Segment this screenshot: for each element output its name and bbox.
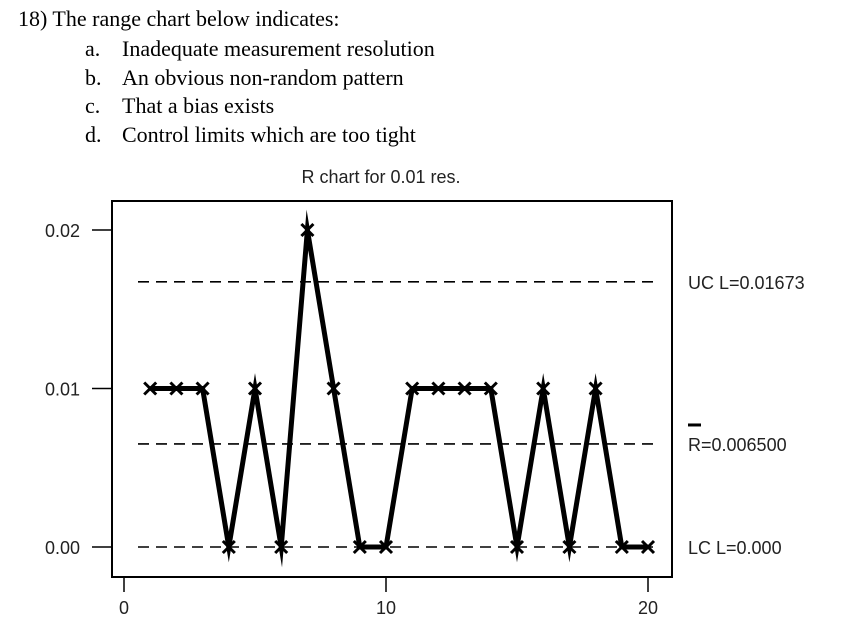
data-point-marker	[378, 539, 394, 555]
data-point-marker	[562, 539, 577, 555]
series-line	[150, 209, 648, 568]
data-point-marker	[169, 381, 184, 396]
data-point-marker	[509, 539, 525, 555]
question-stem: 18) The range chart below indicates:	[18, 6, 340, 31]
data-point-marker	[352, 539, 367, 555]
x-tick-label: 0	[119, 598, 129, 618]
data-point-marker	[614, 539, 629, 555]
data-point-marker	[143, 381, 158, 396]
data-point-marker	[640, 539, 656, 555]
option-letter: c.	[85, 93, 101, 118]
option-letter: a.	[85, 36, 101, 61]
y-tick-label: 0.02	[45, 221, 80, 241]
y-axis: 0.00 0.01 0.02	[45, 221, 112, 558]
chart-title: R chart for 0.01 res.	[301, 167, 460, 187]
control-lines: UC L=0.01673 R=0.006500 LC L=0.000	[138, 273, 805, 558]
y-tick-label: 0.01	[45, 380, 80, 400]
option-text: An obvious non-random pattern	[122, 65, 404, 90]
option-text: Control limits which are too tight	[122, 122, 416, 147]
option-text: Inadequate measurement resolution	[122, 36, 435, 61]
control-label-lcl: LC L=0.000	[688, 538, 782, 558]
data-point-marker	[326, 381, 341, 396]
option-letter: b.	[85, 65, 102, 90]
data-point-marker	[247, 381, 263, 396]
data-point-marker	[405, 381, 420, 396]
data-point-marker	[483, 381, 498, 396]
data-point-marker	[274, 539, 289, 555]
data-point-marker	[300, 222, 315, 238]
range-series	[143, 209, 656, 568]
data-point-marker	[431, 381, 446, 396]
x-tick-label: 20	[638, 598, 658, 618]
data-point-marker	[536, 381, 551, 396]
option-text: That a bias exists	[122, 93, 275, 118]
data-point-marker	[588, 381, 603, 396]
x-axis: 0 10 20	[119, 577, 658, 618]
data-point-marker	[457, 381, 472, 396]
option-letter: d.	[85, 122, 102, 147]
data-point-marker	[195, 381, 210, 396]
y-tick-label: 0.00	[45, 538, 80, 558]
control-label-rbar: R=0.006500	[688, 435, 787, 455]
data-point-marker	[221, 539, 236, 555]
x-tick-label: 10	[376, 598, 396, 618]
control-label-ucl: UC L=0.01673	[688, 273, 805, 293]
